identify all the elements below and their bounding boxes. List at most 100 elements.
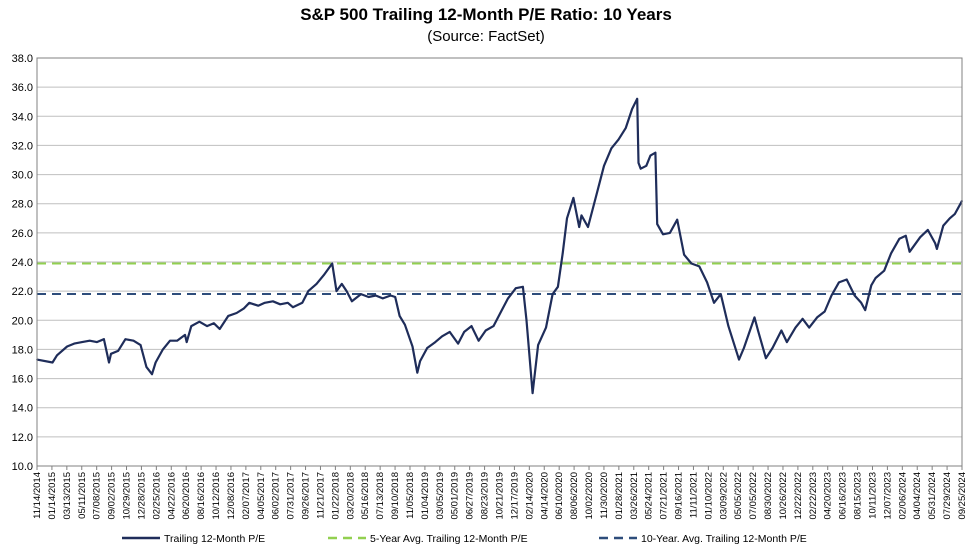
trailing-pe-point (864, 309, 866, 311)
trailing-pe-point (636, 98, 638, 100)
trailing-pe-point (500, 310, 502, 313)
trailing-pe-point (398, 315, 401, 317)
trailing-pe-point (639, 167, 642, 170)
trailing-pe-point (617, 138, 620, 141)
trailing-pe-point (484, 329, 487, 332)
trailing-pe-point (185, 341, 188, 343)
trailing-pe-point (154, 361, 157, 364)
x-tick-label: 04/04/2024 (912, 472, 923, 520)
trailing-pe-point (66, 345, 68, 348)
trailing-pe-point (124, 338, 127, 341)
trailing-pe-point (492, 325, 495, 327)
x-tick-label: 08/23/2019 (480, 472, 491, 520)
trailing-pe-point (470, 325, 473, 327)
trailing-pe-point (919, 236, 921, 238)
trailing-pe-point (561, 252, 564, 255)
x-tick-label: 12/22/2022 (793, 472, 804, 520)
x-tick-label: 10/11/2023 (867, 472, 878, 519)
y-tick-label: 10.0 (12, 461, 33, 473)
x-tick-label: 02/22/2023 (808, 472, 819, 520)
trailing-pe-point (545, 326, 547, 329)
trailing-pe-point (522, 286, 524, 288)
trailing-pe-point (110, 353, 112, 355)
x-tick-label: 11/05/2018 (405, 472, 416, 519)
x-tick-label: 02/14/2020 (524, 472, 535, 520)
trailing-pe-point (698, 265, 701, 268)
trailing-pe-point (874, 277, 877, 279)
trailing-pe-point (757, 329, 759, 332)
trailing-pe-point (801, 318, 804, 320)
x-tick-label: 10/26/2022 (778, 472, 789, 520)
x-tick-label: 11/30/2020 (599, 472, 610, 519)
trailing-pe-point (117, 350, 119, 352)
grid-lines (37, 57, 962, 467)
x-axis-tick-labels: 11/14/2014 01/14/2015 03/13/2015 05/11/2015… (32, 466, 968, 520)
trailing-pe-point (898, 237, 901, 240)
x-tick-label: 07/31/2017 (286, 472, 297, 520)
x-tick-label: 01/22/2018 (330, 472, 341, 520)
y-tick-label: 14.0 (12, 403, 33, 415)
trailing-pe-point (578, 226, 580, 228)
trailing-pe-point (823, 310, 826, 313)
x-tick-label: 02/25/2016 (151, 472, 162, 520)
trailing-pe-point (676, 218, 678, 221)
y-tick-label: 22.0 (12, 286, 33, 298)
x-tick-label: 02/06/2024 (897, 472, 908, 520)
y-axis-tick-labels: 10.0 12.0 14.0 16.0 18.0 20.0 22.0 24.0 26.0 28.0… (12, 53, 33, 473)
trailing-pe-point (934, 242, 936, 244)
x-tick-label: 04/22/2016 (166, 472, 177, 520)
x-tick-label: 05/24/2021 (644, 472, 655, 520)
trailing-pe-point (595, 194, 598, 196)
y-tick-label: 18.0 (12, 344, 33, 356)
x-tick-label: 04/05/2017 (256, 472, 267, 520)
trailing-pe-point (808, 326, 810, 329)
trailing-pe-point (845, 278, 848, 281)
trailing-pe-point (838, 281, 840, 284)
trailing-pe-point (88, 339, 91, 342)
y-tick-label: 24.0 (12, 257, 33, 269)
trailing-pe-point (264, 302, 266, 304)
trailing-pe-point (908, 251, 911, 253)
trailing-pe-point (292, 306, 294, 309)
x-tick-label: 06/16/2023 (838, 472, 849, 520)
trailing-pe-point (780, 329, 783, 332)
trailing-pe-point (169, 339, 171, 342)
x-tick-label: 05/31/2024 (927, 472, 938, 520)
x-tick-label: 10/02/2020 (584, 472, 595, 520)
x-tick-label: 03/05/2019 (435, 472, 446, 520)
trailing-pe-point (637, 162, 640, 164)
trailing-pe-point (139, 344, 142, 346)
x-tick-label: 12/17/2019 (509, 472, 520, 520)
trailing-pe-point (683, 253, 685, 256)
x-tick-label: 11/14/2014 (32, 472, 43, 519)
trailing-pe-point (631, 108, 633, 110)
trailing-pe-point (331, 262, 334, 265)
trailing-pe-point (315, 283, 318, 285)
trailing-pe-point (394, 296, 397, 298)
y-tick-label: 16.0 (12, 374, 33, 386)
x-tick-label: 08/06/2020 (569, 472, 580, 520)
x-tick-label: 06/27/2019 (465, 472, 476, 520)
trailing-pe-point (690, 262, 693, 265)
x-tick-label: 10/12/2016 (211, 472, 222, 520)
trailing-pe-point (656, 223, 658, 225)
trailing-pe-point (235, 312, 238, 314)
trailing-pe-point (218, 328, 221, 330)
trailing-pe-point (287, 302, 289, 304)
trailing-pe-point (426, 347, 429, 349)
trailing-pe-point (108, 361, 110, 364)
trailing-pe-point (753, 316, 756, 319)
legend-label-10yr-avg: 10-Year. Avg. Trailing 12-Month P/E (641, 533, 807, 545)
x-tick-label: 10/21/2019 (495, 472, 506, 520)
trailing-pe-point (727, 325, 730, 327)
x-tick-label: 06/20/2016 (181, 472, 192, 520)
trailing-pe-point (936, 248, 938, 250)
trailing-pe-point (248, 302, 251, 304)
x-tick-label: 07/21/2021 (659, 472, 670, 520)
trailing-pe-point (942, 224, 945, 227)
trailing-pe-point (610, 147, 613, 150)
x-tick-label: 05/16/2018 (360, 472, 371, 520)
x-tick-label: 01/04/2019 (420, 472, 431, 520)
trailing-pe-point (441, 335, 443, 338)
trailing-pe-point (404, 323, 406, 326)
